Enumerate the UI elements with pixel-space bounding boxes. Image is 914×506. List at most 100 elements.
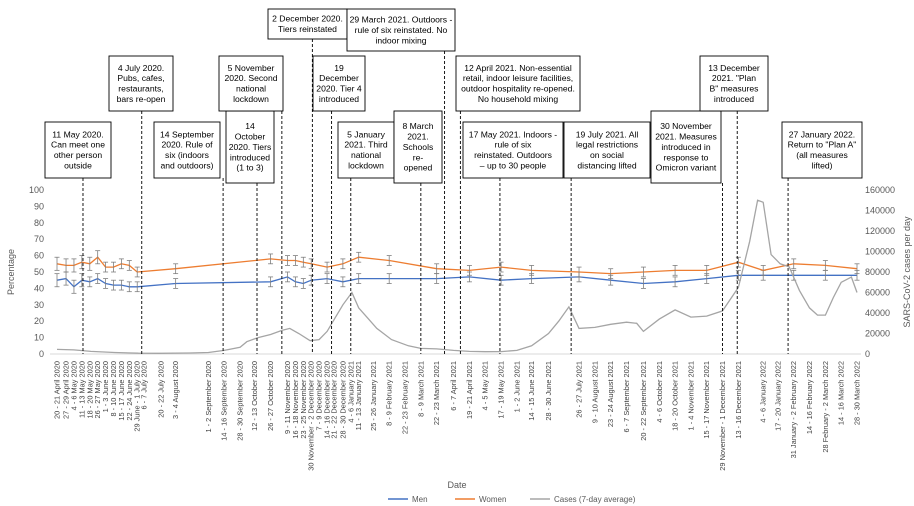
x-tick-label: 22 - 23 February 2021 — [401, 361, 410, 434]
annotation-box — [312, 55, 366, 112]
annotation-text: 14 — [245, 121, 255, 131]
x-tick-label: 20 - 21 April 2020 — [53, 361, 62, 419]
x-tick-label: 6 - 7 July 2020 — [140, 361, 149, 409]
error-bar — [71, 258, 77, 273]
annotation-text: 2021. Measures — [655, 132, 717, 142]
error-bar — [324, 273, 330, 284]
annotation-text: introduced — [714, 94, 754, 104]
annotation: 29 March 2021. Outdoors -rule of six rei… — [346, 8, 456, 354]
legend-label: Men — [412, 495, 428, 504]
error-bar — [54, 256, 60, 271]
x-tick-label: 30 November - 2 December 2020 — [307, 361, 316, 471]
annotation-text: 2020. Second — [224, 73, 277, 83]
series-layer — [54, 199, 860, 354]
legend-item: Women — [455, 495, 506, 504]
error-bar — [608, 268, 614, 279]
error-bar — [285, 271, 291, 283]
x-tick-label: 15 - 17 June 2020 — [117, 361, 126, 421]
x-tick-label: 14 - 16 February 2022 — [805, 361, 814, 434]
error-bar — [79, 273, 85, 288]
error-bar — [340, 258, 346, 270]
annotation-text: legal restrictions — [576, 140, 638, 150]
annotation-text: December — [319, 73, 359, 83]
annotation-text: 4 July 2020. — [118, 63, 164, 73]
error-bar — [110, 261, 116, 273]
error-bar — [268, 276, 274, 288]
annotation-text: Return to "Plan A" — [788, 140, 857, 150]
x-tick-label: 28 - 30 September 2020 — [236, 361, 245, 441]
x-tick-label: 17 - 20 January 2022 — [773, 361, 782, 431]
x-tick-label: 4 - 6 January 2021 — [346, 361, 355, 423]
annotation-box — [393, 110, 443, 184]
annotation-text: 2020. Rule of — [161, 140, 213, 150]
legend-label: Cases (7-day average) — [554, 495, 636, 504]
x-tick-label: 26 - 27 July 2021 — [575, 361, 584, 418]
x-tick-label: 20 - 22 July 2020 — [156, 361, 165, 418]
x-tick-label: 16 - 18 November 2020 — [291, 361, 300, 439]
x-tick-label: 14 - 16 December 2020 — [323, 361, 332, 439]
x-tick-label: 4 - 6 January 2022 — [759, 361, 768, 423]
annotation-box — [462, 121, 564, 179]
y2-tick-label: 60000 — [865, 288, 890, 298]
error-bar — [134, 281, 140, 293]
annotation-text: distancing lifted — [577, 161, 636, 171]
annotation-text: 2020. Tier 4 — [316, 84, 362, 94]
x-tick-label: 28 - 30 March 2022 — [853, 361, 862, 425]
annotation-box — [699, 55, 769, 112]
annotation-text: rule of six reinstated. No — [355, 25, 448, 35]
x-tick-label: 1 - 2 June 2021 — [512, 361, 521, 412]
error-bar — [300, 256, 306, 268]
annotation-text: October — [235, 132, 266, 142]
x-tick-label: 18 - 20 October 2021 — [671, 361, 680, 431]
annotation-box — [108, 55, 174, 112]
error-bar — [285, 255, 291, 266]
annotation-text: – up to 30 people — [480, 161, 547, 171]
annotation-text: 2021. Third — [344, 140, 388, 150]
x-tick-label: 8 - 9 March 2021 — [416, 361, 425, 417]
x-tick-label: 14 - 15 June 2021 — [527, 361, 536, 421]
y-tick-label: 10 — [34, 333, 44, 343]
y-tick-label: 60 — [34, 251, 44, 261]
x-tick-label: 11 - 13 May 2020 — [77, 361, 86, 418]
x-tick-label: 28 February - 2 March 2022 — [821, 361, 830, 453]
y-tick-label: 30 — [34, 300, 44, 310]
error-bar — [268, 253, 274, 265]
annotation-box — [267, 8, 348, 40]
x-tick-label: 14 - 16 September 2020 — [220, 361, 229, 441]
error-bar — [79, 255, 85, 270]
annotation-text: 2 December 2020. — [272, 14, 343, 24]
x-tick-label: 18 - 20 May 2020 — [85, 361, 94, 419]
annotation-text: re- — [413, 152, 424, 162]
error-bar — [356, 273, 362, 284]
y2-tick-label: 100000 — [865, 247, 895, 257]
error-bar — [434, 263, 440, 275]
series-cases-7-day-average — [56, 199, 858, 354]
error-bar — [126, 260, 132, 271]
error-bar — [292, 255, 298, 266]
legend-item: Men — [388, 495, 428, 504]
error-bar — [173, 278, 179, 289]
error-bar — [292, 276, 298, 288]
y2-tick-label: 120000 — [865, 226, 895, 236]
error-bar — [308, 274, 314, 286]
error-bar — [735, 256, 741, 268]
annotation-text: 27 January 2022. — [789, 129, 855, 139]
annotation-text: 2021. "Plan — [712, 73, 756, 83]
annotation-text: No household mixing — [478, 94, 558, 104]
y-tick-label: 80 — [34, 218, 44, 228]
y2-tick-label: 0 — [865, 349, 870, 359]
annotation-text: restaurants, — [118, 84, 163, 94]
annotation-text: 19 — [334, 63, 344, 73]
x-tick-label: 1 - 4 November 2021 — [686, 361, 695, 430]
annotation-text: 8 March — [402, 121, 433, 131]
x-tick-label: 22 - 24 June 2020 — [125, 361, 134, 421]
x-tick-label: 3 - 4 August 2020 — [171, 361, 180, 419]
error-bar — [640, 266, 646, 278]
error-bar — [118, 279, 124, 291]
error-bar — [300, 278, 306, 289]
